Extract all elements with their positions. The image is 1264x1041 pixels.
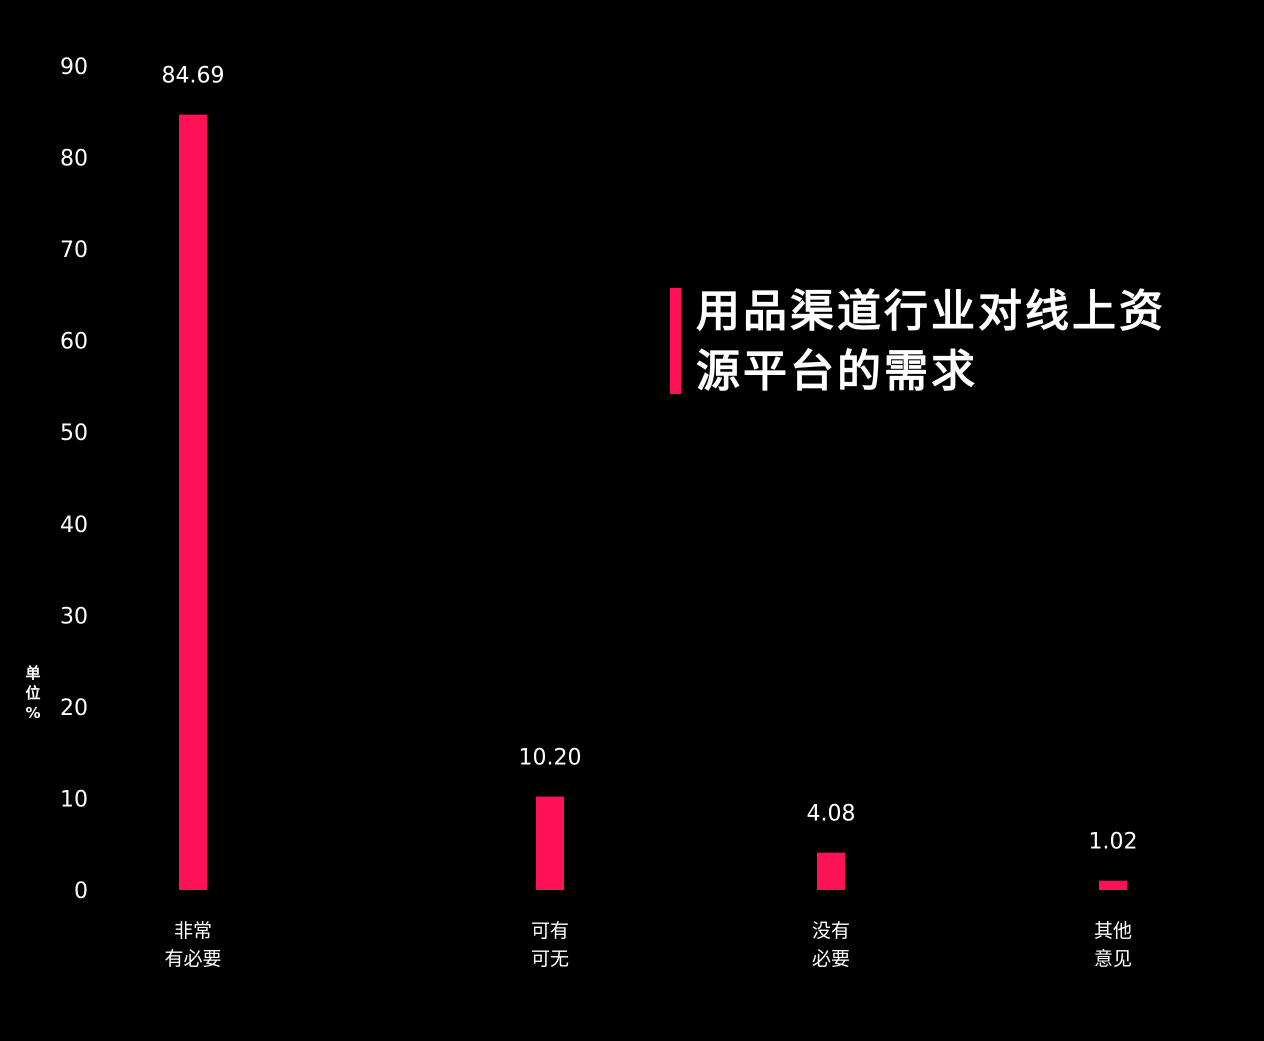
category-label: 其他意见 <box>1094 920 1132 970</box>
y-tick-label: 70 <box>60 238 88 263</box>
y-axis-ticks: 0 10 20 30 40 50 60 70 80 90 <box>60 55 88 904</box>
bar-value-label: 10.20 <box>519 746 582 771</box>
title-accent-bar <box>670 288 681 394</box>
bar <box>536 796 564 890</box>
bar-value-label: 84.69 <box>162 64 225 89</box>
chart-title: 用品渠道行业对线上资源平台的需求 <box>696 286 1166 397</box>
bar-value-label: 1.02 <box>1089 830 1138 855</box>
category-label: 可有可无 <box>531 920 569 970</box>
y-tick-label: 20 <box>60 696 88 721</box>
y-axis-unit-label: 单位% <box>25 664 40 722</box>
y-tick-label: 0 <box>74 879 88 904</box>
value-labels: 84.69 10.20 4.08 1.02 <box>162 64 1138 855</box>
y-tick-label: 30 <box>60 604 88 629</box>
bar <box>817 852 845 890</box>
y-tick-label: 80 <box>60 147 88 172</box>
y-tick-label: 50 <box>60 421 88 446</box>
y-tick-label: 10 <box>60 787 88 812</box>
y-tick-label: 40 <box>60 513 88 538</box>
category-label: 没有必要 <box>812 920 850 970</box>
bars <box>179 114 1127 891</box>
y-axis-unit-text: 单位% <box>25 664 40 722</box>
y-tick-label: 90 <box>60 55 88 80</box>
y-tick-label: 60 <box>60 330 88 355</box>
category-labels: 非常有必要 可有可无 没有必要 其他意见 <box>164 920 1132 970</box>
category-label: 非常有必要 <box>164 920 221 970</box>
bar <box>179 114 207 891</box>
bar-value-label: 4.08 <box>807 802 856 827</box>
bar <box>1099 880 1127 890</box>
